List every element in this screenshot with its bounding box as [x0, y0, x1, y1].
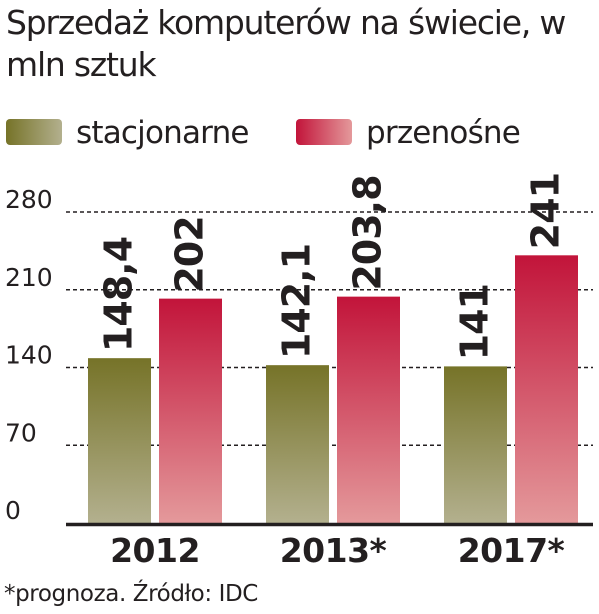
- data-label-przenośne-2012: 202: [168, 216, 212, 292]
- data-label-przenośne-2013*: 203,8: [346, 175, 390, 290]
- bar-stacjonarne-2012: [88, 358, 151, 523]
- legend-swatch-przenosne: [296, 119, 352, 145]
- y-tick-label-70: 70: [5, 418, 37, 447]
- bar-przenośne-2012: [159, 298, 222, 523]
- bar-stacjonarne-2013*: [266, 365, 329, 523]
- legend: stacjonarne przenośne: [6, 110, 591, 160]
- y-tick-label-280: 280: [5, 185, 53, 214]
- y-tick-label-0: 0: [5, 496, 21, 525]
- legend-label-przenosne: przenośne: [366, 115, 521, 151]
- data-labels: 148,4 202 142,1 203,8 141 241: [97, 173, 568, 360]
- bar-przenośne-2017*: [515, 255, 578, 523]
- axes: 0 70 140 210 280 2012 2013* 2017*: [5, 185, 593, 570]
- y-tick-label-210: 210: [5, 263, 53, 292]
- x-tick-label-2013*: 2013*: [280, 531, 387, 570]
- source-footnote: *prognoza. Źródło: IDC: [4, 581, 258, 607]
- data-label-stacjonarne-2017*: 141: [453, 284, 497, 360]
- chart-title: Sprzedaż komputerów na świecie, w mln sz…: [6, 3, 566, 84]
- legend-label-stacjonarne: stacjonarne: [76, 115, 250, 151]
- data-label-przenośne-2017*: 241: [524, 173, 568, 249]
- bar-stacjonarne-2017*: [444, 366, 507, 523]
- grid-lines: [66, 211, 593, 447]
- bar-chart: 148,4 202 142,1 203,8 141 241 0 70 140 210 280 201…: [5, 173, 593, 570]
- bars: [88, 255, 578, 523]
- data-label-stacjonarne-2012: 148,4: [97, 237, 141, 352]
- x-tick-label-2017*: 2017*: [458, 531, 565, 570]
- y-tick-label-140: 140: [5, 341, 53, 370]
- bar-przenośne-2013*: [337, 296, 400, 523]
- data-label-stacjonarne-2013*: 142,1: [275, 244, 319, 359]
- x-tick-label-2012: 2012: [110, 531, 200, 570]
- legend-swatch-stacjonarne: [6, 119, 62, 145]
